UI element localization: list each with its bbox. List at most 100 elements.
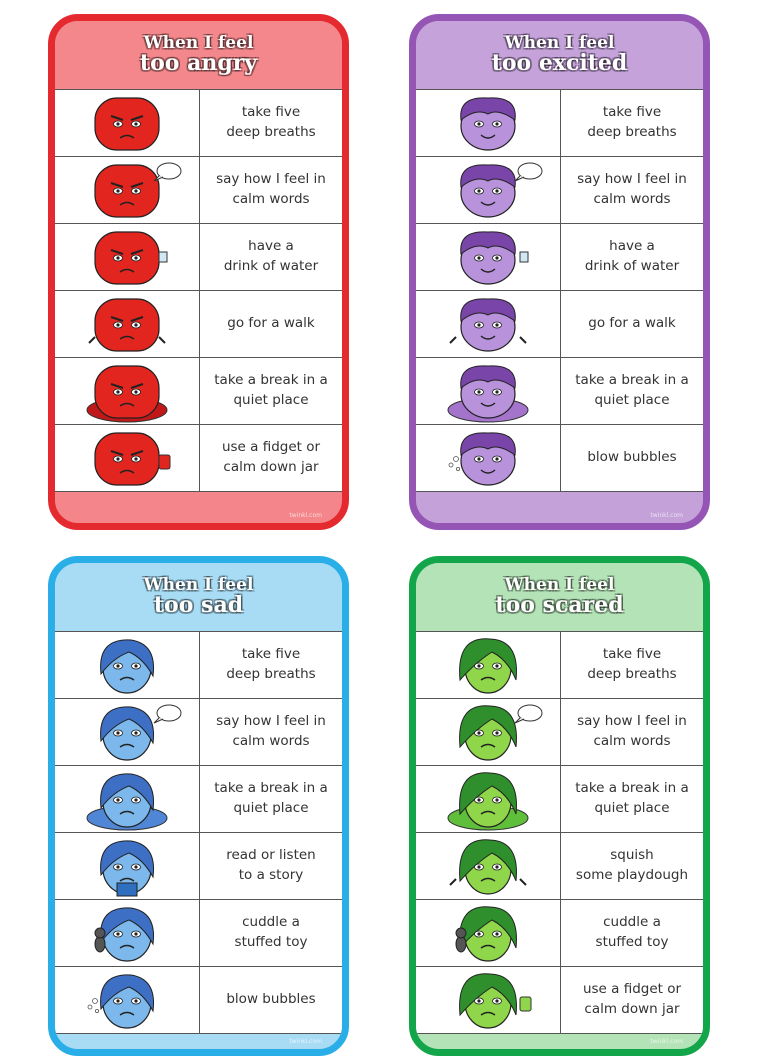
strategy-row: blow bubbles — [55, 967, 342, 1034]
card-title-line1: When I feel — [504, 32, 615, 53]
card-title-line2: too sad — [153, 592, 244, 619]
strategy-text: take a break in a quiet place — [575, 780, 689, 816]
strategy-row: use a fidget or calm down jar — [55, 425, 342, 492]
excited-face-water-icon — [416, 224, 561, 290]
sad-face-reading-icon — [55, 833, 200, 899]
sad-face-bubbles-icon — [55, 967, 200, 1033]
strategy-text: take five deep breaths — [226, 646, 316, 682]
card-header: When I feel too excited — [416, 21, 703, 89]
strategy-row: squish some playdough — [416, 833, 703, 900]
scared-face-playdough-icon — [416, 833, 561, 899]
strategy-text: squish some playdough — [575, 847, 689, 883]
strategy-text: blow bubbles — [226, 991, 316, 1008]
strategy-text: blow bubbles — [587, 449, 677, 466]
strategy-row: say how I feel in calm words — [55, 157, 342, 224]
excited-face-talking-icon — [416, 157, 561, 223]
sad-face-toy-icon — [55, 900, 200, 966]
card-footer: twinkl.com — [55, 492, 342, 523]
strategy-table: take five deep breaths say how I feel in … — [55, 89, 342, 492]
angry-face-cushion-icon — [55, 358, 200, 424]
emotion-card-sad: When I feel too sad take five deep breaths… — [48, 556, 349, 1056]
angry-face-breathing-icon — [55, 90, 200, 156]
card-footer: twinkl.com — [416, 492, 703, 523]
strategy-row: use a fidget or calm down jar — [416, 967, 703, 1034]
strategy-row: have a drink of water — [55, 224, 342, 291]
strategy-text: take five deep breaths — [587, 104, 677, 140]
card-title-line1: When I feel — [143, 32, 254, 53]
strategy-text: cuddle a stuffed toy — [595, 914, 669, 950]
strategy-row: cuddle a stuffed toy — [416, 900, 703, 967]
card-header: When I feel too angry — [55, 21, 342, 89]
card-title-line2: too excited — [491, 50, 628, 77]
strategy-table: take five deep breaths say how I feel in … — [416, 631, 703, 1034]
emotion-card-excited: When I feel too excited take five deep bre… — [409, 14, 710, 530]
strategy-row: read or listen to a story — [55, 833, 342, 900]
strategy-text: say how I feel in calm words — [216, 171, 326, 207]
card-title-line1: When I feel — [143, 574, 254, 595]
scared-face-toy-icon — [416, 900, 561, 966]
strategy-text: cuddle a stuffed toy — [234, 914, 308, 950]
strategy-row: cuddle a stuffed toy — [55, 900, 342, 967]
strategy-text: use a fidget or calm down jar — [221, 439, 321, 475]
strategy-row: go for a walk — [416, 291, 703, 358]
strategy-row: go for a walk — [55, 291, 342, 358]
scared-face-fidget-jar-icon — [416, 967, 561, 1033]
excited-face-cushion-icon — [416, 358, 561, 424]
strategy-text: say how I feel in calm words — [577, 171, 687, 207]
footer-watermark: twinkl.com — [289, 1038, 322, 1045]
excited-face-breathing-icon — [416, 90, 561, 156]
emotion-card-scared: When I feel too scared take five deep brea… — [409, 556, 710, 1056]
footer-watermark: twinkl.com — [650, 1038, 683, 1045]
excited-face-walking-icon — [416, 291, 561, 357]
strategy-row: blow bubbles — [416, 425, 703, 492]
footer-watermark: twinkl.com — [289, 512, 322, 519]
strategy-text: go for a walk — [227, 315, 315, 332]
strategy-text: go for a walk — [588, 315, 676, 332]
strategy-row: take five deep breaths — [55, 90, 342, 157]
strategy-text: take a break in a quiet place — [575, 372, 689, 408]
angry-face-talking-icon — [55, 157, 200, 223]
strategy-row: take a break in a quiet place — [416, 358, 703, 425]
card-footer: twinkl.com — [55, 1034, 342, 1049]
strategy-text: take five deep breaths — [226, 104, 316, 140]
strategy-row: have a drink of water — [416, 224, 703, 291]
emotion-card-angry: When I feel too angry take five deep breat… — [48, 14, 349, 530]
strategy-text: take a break in a quiet place — [214, 780, 328, 816]
angry-face-walking-icon — [55, 291, 200, 357]
card-header: When I feel too scared — [416, 563, 703, 631]
strategy-text: read or listen to a story — [226, 847, 316, 883]
strategy-row: take a break in a quiet place — [416, 766, 703, 833]
strategy-text: take a break in a quiet place — [214, 372, 328, 408]
card-title-line1: When I feel — [504, 574, 615, 595]
strategy-row: take five deep breaths — [416, 90, 703, 157]
scared-face-cushion-icon — [416, 766, 561, 832]
excited-face-bubbles-icon — [416, 425, 561, 491]
scared-face-breathing-icon — [416, 632, 561, 698]
strategy-text: use a fidget or calm down jar — [582, 981, 682, 1017]
strategy-row: take a break in a quiet place — [55, 358, 342, 425]
sad-face-cushion-icon — [55, 766, 200, 832]
strategy-text: say how I feel in calm words — [216, 713, 326, 749]
strategy-text: take five deep breaths — [587, 646, 677, 682]
strategy-row: take five deep breaths — [416, 632, 703, 699]
footer-watermark: twinkl.com — [650, 512, 683, 519]
angry-face-fidget-jar-icon — [55, 425, 200, 491]
sad-face-breathing-icon — [55, 632, 200, 698]
card-footer: twinkl.com — [416, 1034, 703, 1049]
strategy-table: take five deep breaths say how I feel in … — [55, 631, 342, 1034]
strategy-text: have a drink of water — [223, 238, 319, 274]
strategy-row: take five deep breaths — [55, 632, 342, 699]
card-title-line2: too scared — [495, 592, 624, 619]
strategy-text: have a drink of water — [584, 238, 680, 274]
strategy-row: take a break in a quiet place — [55, 766, 342, 833]
card-header: When I feel too sad — [55, 563, 342, 631]
strategy-text: say how I feel in calm words — [577, 713, 687, 749]
strategy-row: say how I feel in calm words — [416, 157, 703, 224]
scared-face-talking-icon — [416, 699, 561, 765]
sad-face-talking-icon — [55, 699, 200, 765]
angry-face-water-icon — [55, 224, 200, 290]
strategy-row: say how I feel in calm words — [55, 699, 342, 766]
strategy-row: say how I feel in calm words — [416, 699, 703, 766]
strategy-table: take five deep breaths say how I feel in … — [416, 89, 703, 492]
card-title-line2: too angry — [139, 50, 258, 77]
